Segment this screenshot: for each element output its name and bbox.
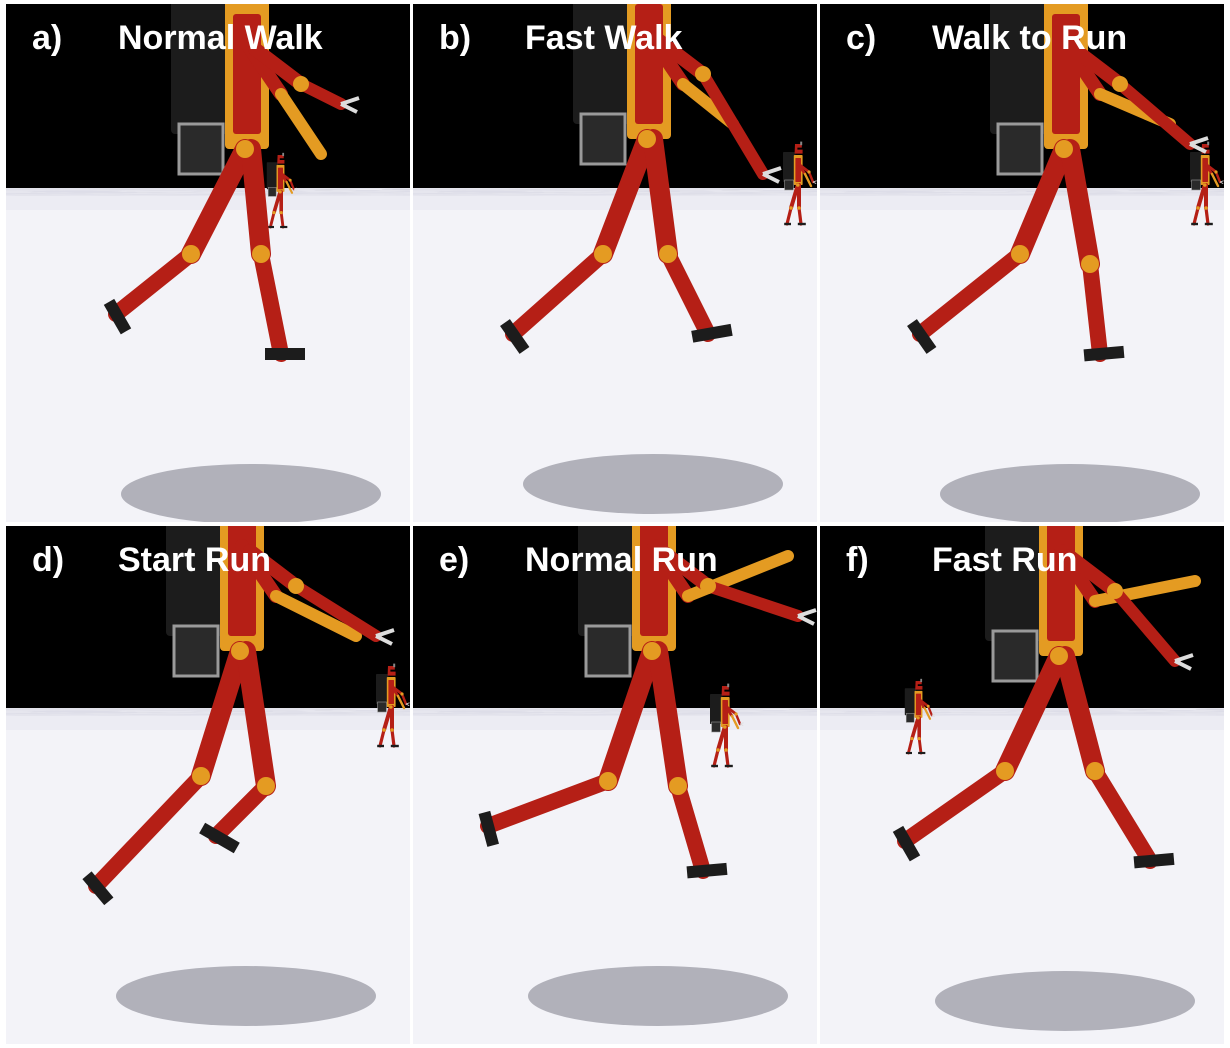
simulation-scene (6, 526, 410, 1044)
panel-f: f) Fast Run (820, 526, 1224, 1044)
figure-grid: a) Normal Walk b) Fast Walk c) Walk to R… (6, 4, 1224, 1044)
panel-letter: f) (846, 541, 869, 579)
panel-c: c) Walk to Run (820, 4, 1224, 522)
simulation-scene (820, 526, 1224, 1044)
main-robot (907, 4, 1209, 522)
panel-caption: e) Normal Run (413, 538, 817, 582)
panel-a: a) Normal Walk (6, 4, 410, 522)
panel-letter: e) (439, 541, 470, 579)
panel-letter: a) (32, 19, 63, 57)
main-robot (82, 526, 395, 1026)
panel-title: Start Run (118, 541, 271, 579)
background-robot (904, 678, 936, 755)
simulation-scene (413, 526, 817, 1044)
panel-caption: d) Start Run (6, 538, 410, 582)
panel-caption: c) Walk to Run (820, 16, 1224, 60)
panel-title: Fast Run (932, 541, 1078, 579)
panel-title: Normal Run (525, 541, 718, 579)
panel-caption: a) Normal Walk (6, 16, 410, 60)
panel-letter: c) (846, 19, 877, 57)
panel-caption: b) Fast Walk (413, 16, 817, 60)
panel-caption: f) Fast Run (820, 538, 1224, 582)
panel-letter: d) (32, 541, 65, 579)
main-robot (103, 4, 381, 522)
background-robot (266, 152, 298, 229)
panel-d: d) Start Run (6, 526, 410, 1044)
main-robot (500, 4, 783, 514)
simulation-scene (413, 4, 817, 522)
simulation-scene (6, 4, 410, 522)
panel-e: e) Normal Run (413, 526, 817, 1044)
panel-b: b) Fast Walk (413, 4, 817, 522)
main-robot (478, 526, 817, 1026)
simulation-scene (820, 4, 1224, 522)
panel-title: Fast Walk (525, 19, 683, 57)
panel-title: Walk to Run (932, 19, 1128, 57)
background-robot (783, 141, 817, 226)
background-robot (376, 663, 410, 748)
main-robot (892, 526, 1201, 1031)
panel-letter: b) (439, 19, 472, 57)
background-robot (710, 683, 744, 768)
panel-title: Normal Walk (118, 19, 323, 57)
